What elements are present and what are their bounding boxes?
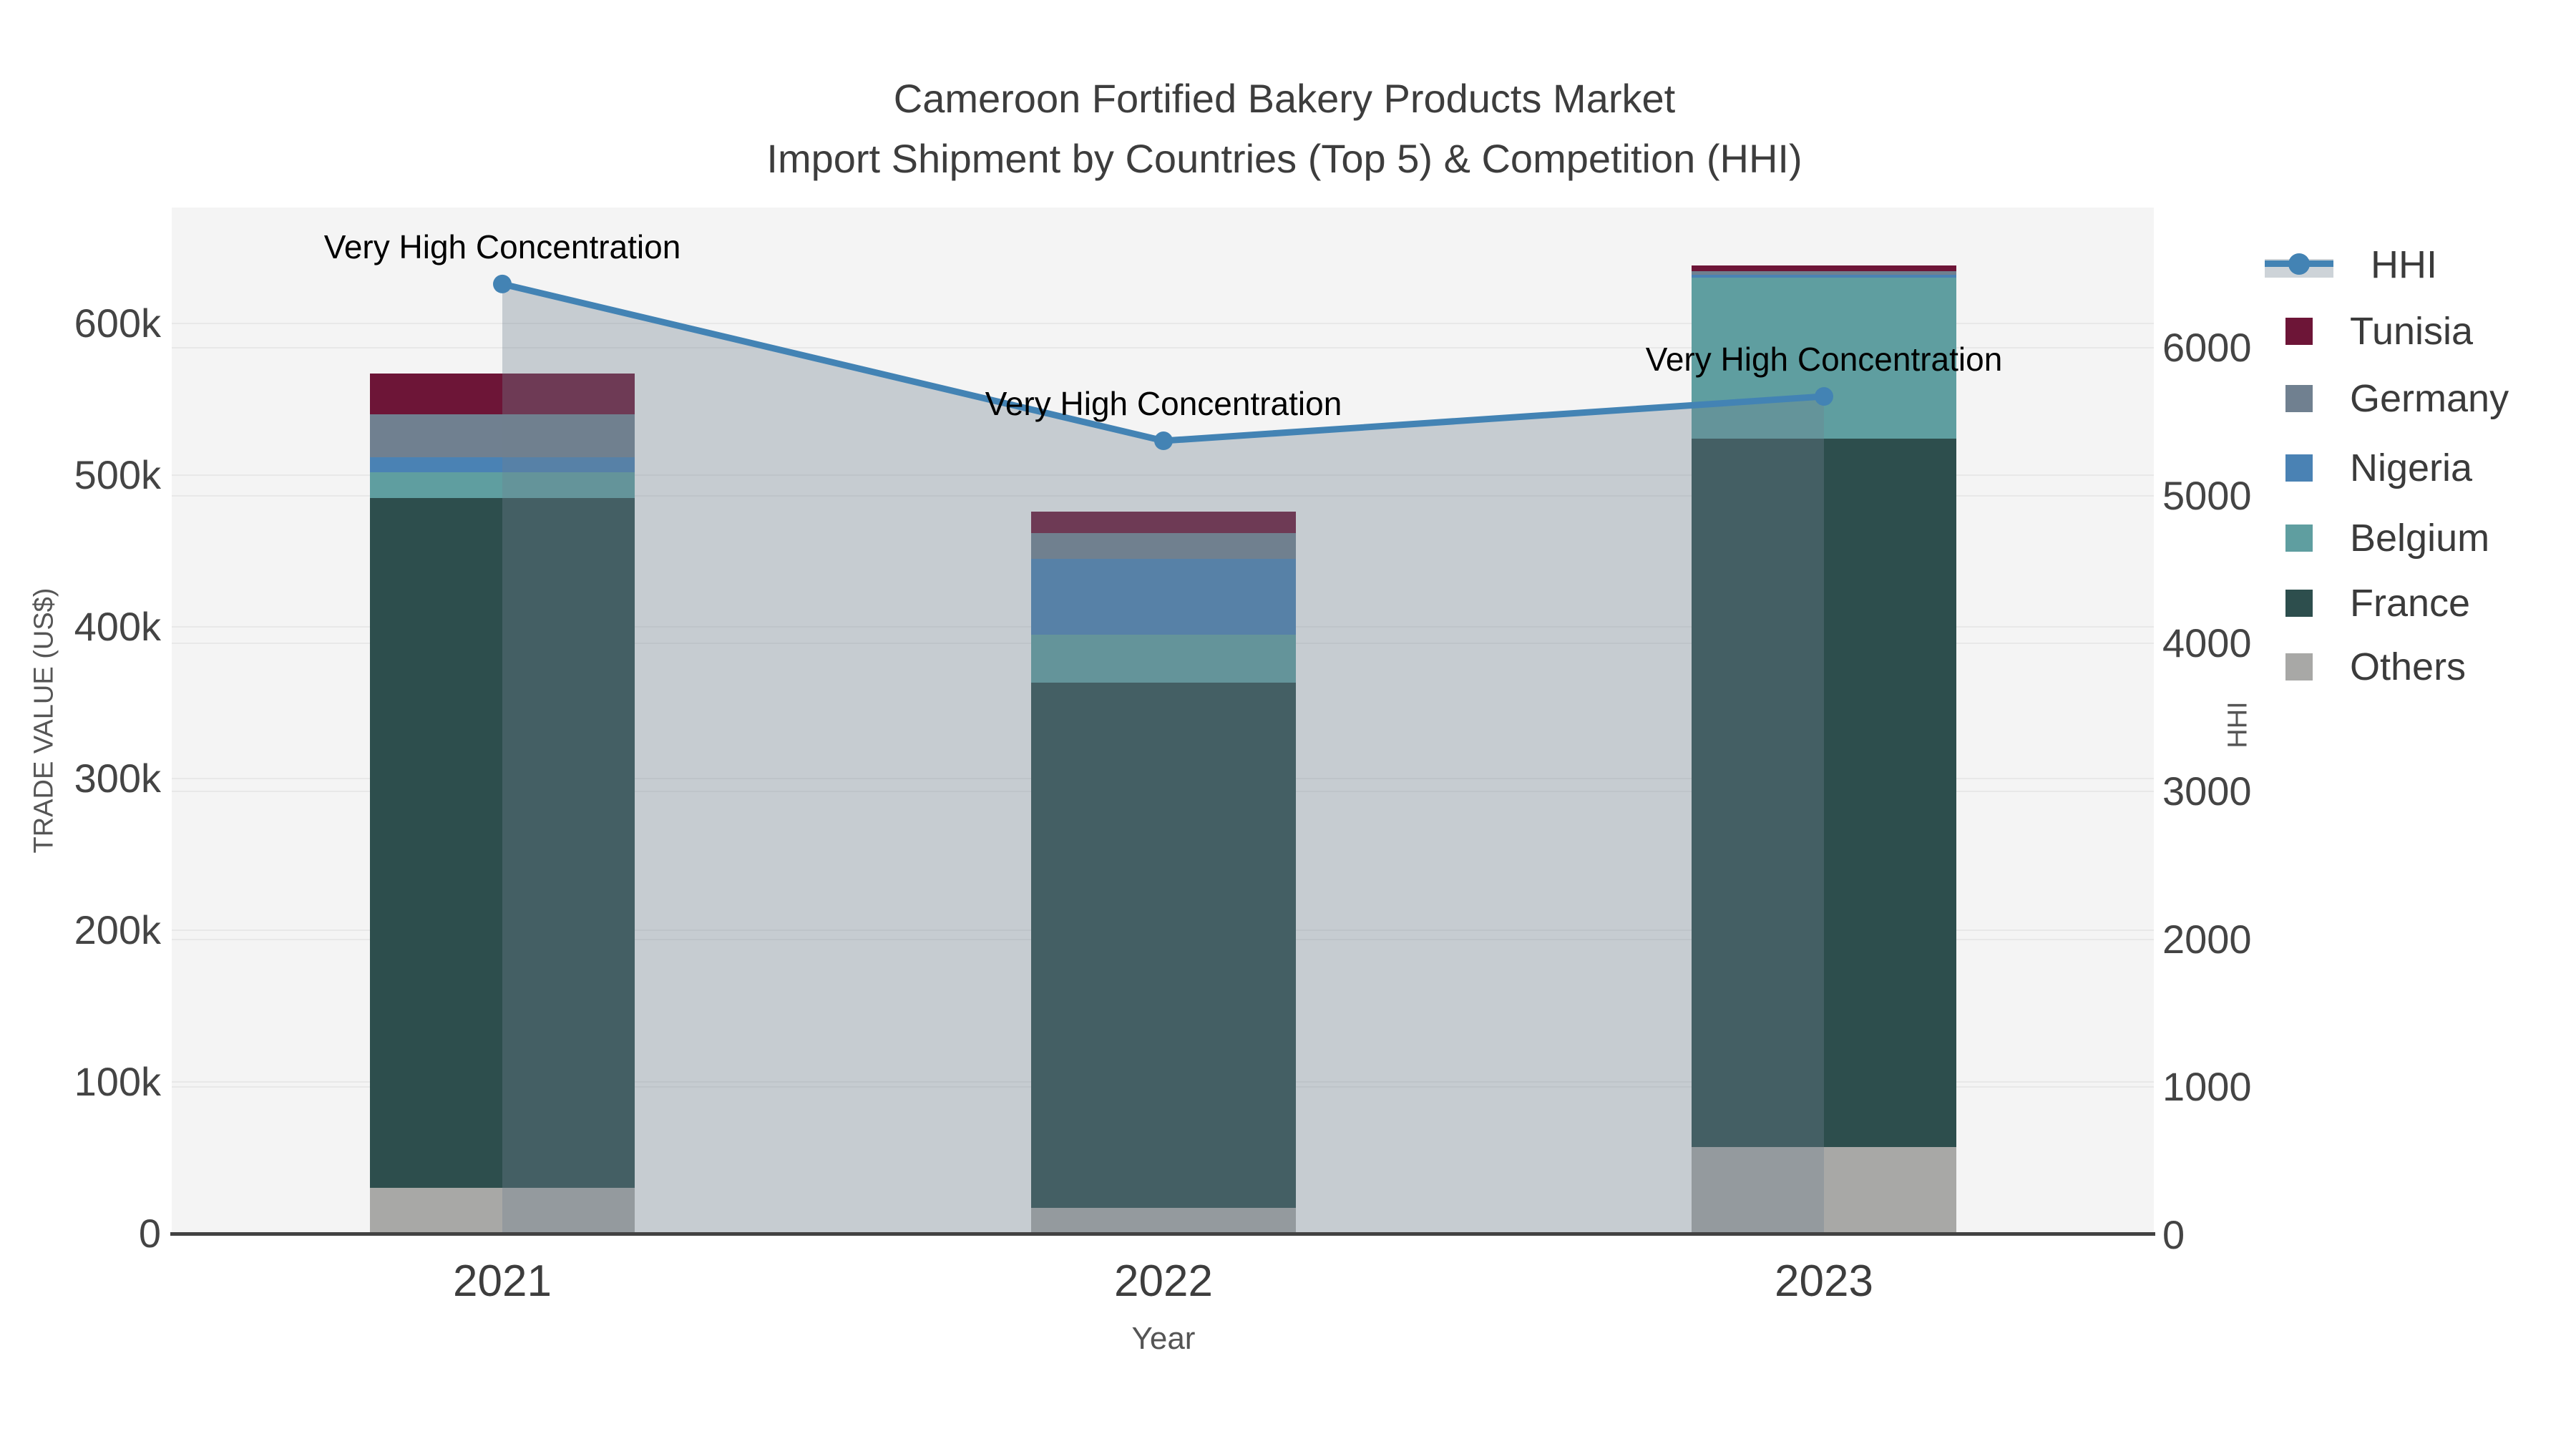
bar-segment-germany-2022 bbox=[1031, 532, 1296, 559]
legend-swatch-france bbox=[2285, 590, 2313, 617]
right-axis-tick-2000: 2000 bbox=[2162, 919, 2252, 960]
legend-label-nigeria: Nigeria bbox=[2350, 447, 2473, 489]
legend-item-hhi[interactable]: HHI bbox=[2261, 243, 2437, 286]
left-axis-tick-400k: 400k bbox=[74, 604, 161, 649]
chart-title-line2: Import Shipment by Countries (Top 5) & C… bbox=[766, 136, 1802, 181]
left-axis-tick-500k: 500k bbox=[74, 452, 161, 497]
x-axis-tick-2021: 2021 bbox=[453, 1257, 552, 1306]
left-axis-tick-0: 0 bbox=[138, 1211, 161, 1256]
bar-segment-belgium-2021 bbox=[370, 472, 635, 498]
bar-segment-others-2021 bbox=[370, 1188, 635, 1234]
left-axis-tick-600k: 600k bbox=[74, 301, 161, 346]
x-axis-line bbox=[170, 1232, 2155, 1236]
legend-label-others: Others bbox=[2350, 645, 2467, 688]
chart-title-line1: Cameroon Fortified Bakery Products Marke… bbox=[893, 76, 1676, 121]
left-axis-tick-100k: 100k bbox=[74, 1059, 161, 1104]
right-axis-tick-1000: 1000 bbox=[2162, 1067, 2252, 1108]
legend-item-france[interactable]: France bbox=[2261, 582, 2470, 625]
bar-segment-nigeria-2022 bbox=[1031, 558, 1296, 635]
right-axis-tick-5000: 5000 bbox=[2162, 475, 2252, 516]
x-axis-title: Year bbox=[1131, 1321, 1196, 1356]
legend-label-tunisia: Tunisia bbox=[2350, 310, 2474, 353]
legend-swatch-germany bbox=[2285, 385, 2313, 412]
annotation-2021: Very High Concentration bbox=[323, 228, 681, 265]
bar-segment-nigeria-2021 bbox=[370, 457, 635, 472]
legend-item-germany[interactable]: Germany bbox=[2261, 377, 2509, 420]
bar-segment-tunisia-2021 bbox=[370, 373, 635, 415]
left-axis-title: TRADE VALUE (US$) bbox=[29, 587, 59, 854]
legend-swatch-others bbox=[2285, 653, 2313, 680]
bar-segment-tunisia-2022 bbox=[1031, 511, 1296, 533]
legend-label-belgium: Belgium bbox=[2350, 517, 2490, 560]
bar-segment-germany-2023 bbox=[1692, 270, 1956, 275]
bar-segment-belgium-2022 bbox=[1031, 634, 1296, 683]
x-axis-tick-2022: 2022 bbox=[1114, 1257, 1213, 1306]
bar-segment-france-2023 bbox=[1692, 439, 1956, 1148]
legend-swatch-belgium bbox=[2285, 525, 2313, 552]
hhi-legend-symbol bbox=[2265, 250, 2333, 279]
right-axis-tick-4000: 4000 bbox=[2162, 623, 2252, 664]
legend-swatch-nigeria bbox=[2285, 454, 2313, 482]
chart-title: Cameroon Fortified Bakery Products Marke… bbox=[0, 69, 2569, 189]
annotation-2023: Very High Concentration bbox=[1645, 341, 2003, 378]
bar-segment-nigeria-2023 bbox=[1692, 275, 1956, 278]
bar-segment-others-2023 bbox=[1692, 1147, 1956, 1234]
left-axis-tick-200k: 200k bbox=[74, 907, 161, 952]
legend-label-hhi: HHI bbox=[2371, 243, 2437, 286]
right-axis-tick-0: 0 bbox=[2162, 1215, 2185, 1255]
bar-segment-tunisia-2023 bbox=[1692, 265, 1956, 271]
right-axis-tick-3000: 3000 bbox=[2162, 771, 2252, 811]
bar-segment-germany-2021 bbox=[370, 414, 635, 457]
right-axis-tick-6000: 6000 bbox=[2162, 327, 2252, 368]
bar-segment-france-2022 bbox=[1031, 683, 1296, 1208]
legend-item-tunisia[interactable]: Tunisia bbox=[2261, 310, 2473, 353]
legend-item-others[interactable]: Others bbox=[2261, 645, 2466, 688]
annotation-2022: Very High Concentration bbox=[985, 385, 1342, 423]
right-axis-title: HHI bbox=[2223, 701, 2253, 748]
x-axis-tick-2023: 2023 bbox=[1775, 1257, 1873, 1306]
legend-label-france: France bbox=[2350, 582, 2471, 625]
bar-segment-others-2022 bbox=[1031, 1207, 1296, 1234]
legend-swatch-tunisia bbox=[2285, 318, 2313, 345]
legend-item-nigeria[interactable]: Nigeria bbox=[2261, 447, 2472, 489]
legend-item-belgium[interactable]: Belgium bbox=[2261, 517, 2489, 560]
legend-label-germany: Germany bbox=[2350, 377, 2509, 420]
gridline-right-5000 bbox=[172, 494, 2154, 497]
gridline-left-500000 bbox=[172, 474, 2154, 476]
left-axis-tick-300k: 300k bbox=[74, 756, 161, 801]
bar-segment-france-2021 bbox=[370, 497, 635, 1189]
